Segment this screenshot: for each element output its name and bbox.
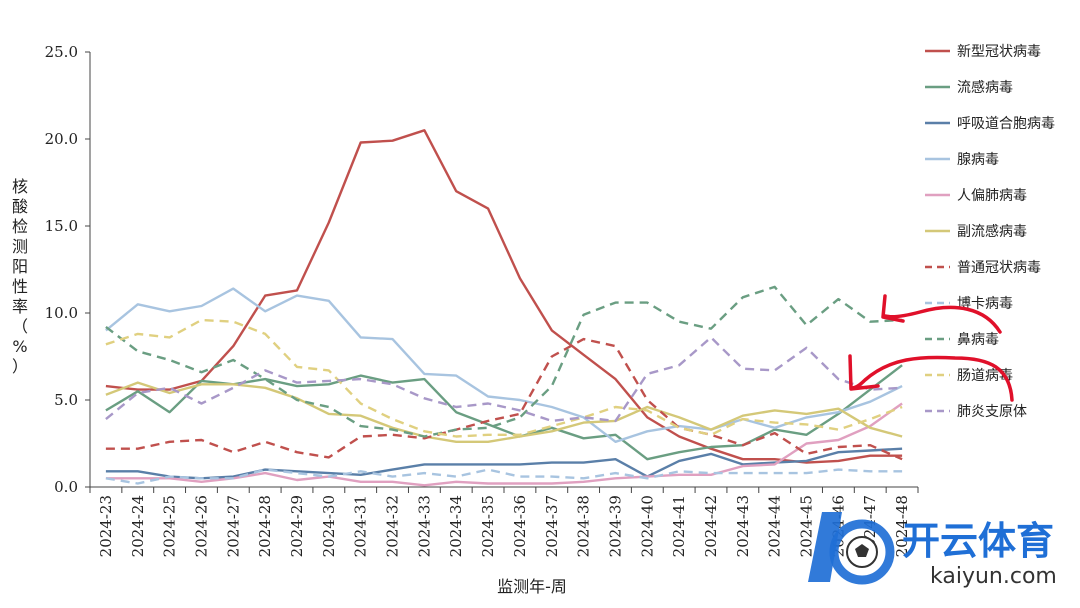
- x-tick-label: 2024-28: [256, 495, 274, 557]
- y-axis-title-char: （: [12, 317, 28, 336]
- x-tick-label: 2024-37: [543, 495, 561, 557]
- x-tick-label: 2024-40: [638, 495, 656, 557]
- x-tick-label: 2024-33: [415, 495, 433, 557]
- y-tick-label: 15.0: [45, 217, 78, 235]
- y-axis-title-char: 核: [12, 177, 28, 196]
- annotation-arrows: [848, 294, 1014, 402]
- series-line: [105, 285, 903, 438]
- watermark-cn-text: 开云体育: [902, 519, 1054, 563]
- legend-label: 副流感病毒: [957, 223, 1027, 240]
- legend-label: 新型冠状病毒: [957, 44, 1041, 60]
- series-line: [105, 318, 903, 438]
- y-axis-title-char: 率: [12, 297, 28, 316]
- x-tick-label: 2024-39: [606, 495, 624, 557]
- x-tick-label: 2024-23: [97, 495, 115, 557]
- x-tick-label: 2024-41: [670, 495, 688, 557]
- x-tick-label: 2024-27: [224, 495, 242, 557]
- y-axis-title-char: 酸: [12, 197, 28, 216]
- x-tick-label: 2024-32: [384, 495, 402, 557]
- annotation-arrow-shaft: [850, 355, 1014, 402]
- x-tick-label: 2024-35: [479, 495, 497, 557]
- x-tick-label: 2024-29: [288, 495, 306, 557]
- y-axis-title-char: 测: [12, 237, 28, 256]
- annotation-arrow-shaft: [883, 305, 1002, 334]
- logo-k-stem-shape: [808, 512, 842, 582]
- legend-label: 鼻病毒: [957, 331, 999, 348]
- legend-label: 人偏肺病毒: [957, 188, 1027, 204]
- legend-label: 肺炎支原体: [957, 404, 1027, 420]
- annotation-arrow-head: [848, 354, 880, 391]
- axes: [85, 51, 919, 493]
- legend-label: 肠道病毒: [957, 368, 1013, 384]
- legend-label: 呼吸道合胞病毒: [957, 116, 1055, 132]
- logo-ring-shape: [829, 519, 895, 585]
- series-line: [105, 364, 903, 461]
- x-tick-label: 2024-24: [129, 495, 147, 557]
- series-line: [105, 447, 903, 480]
- soccer-ball-patch: [855, 544, 869, 557]
- x-tick-label: 2024-25: [161, 495, 179, 557]
- x-axis-title: 监测年-周: [497, 577, 567, 596]
- legend-label: 博卡病毒: [957, 295, 1013, 312]
- series-line: [105, 287, 903, 443]
- y-axis-title-char: ）: [12, 357, 28, 376]
- series-line: [105, 402, 903, 487]
- series-line: [105, 129, 903, 464]
- y-tick-label: 25.0: [45, 43, 78, 61]
- y-tick-labels: 0.0 5.0 10.0 15.0 20.0 25.0: [45, 43, 78, 496]
- x-tick-label: 2024-44: [766, 495, 784, 557]
- series-lines: [105, 129, 903, 487]
- x-tick-label: 2024-30: [320, 495, 338, 557]
- x-tick-label: 2024-38: [575, 495, 593, 557]
- y-axis-title-char: 检: [12, 217, 28, 236]
- x-tick-label: 2024-34: [447, 495, 465, 557]
- legend: 新型冠状病毒流感病毒呼吸道合胞病毒腺病毒人偏肺病毒副流感病毒普通冠状病毒博卡病毒…: [925, 44, 1055, 420]
- x-tick-label: 2024-31: [352, 495, 370, 557]
- legend-label: 普通冠状病毒: [957, 260, 1041, 276]
- y-tick-label: 5.0: [54, 391, 78, 409]
- x-tick-label: 2024-26: [192, 495, 210, 557]
- watermark-en-text: kaiyun.com: [930, 564, 1057, 589]
- y-tick-label: 0.0: [54, 478, 78, 496]
- x-tick-label: 2024-48: [893, 495, 911, 557]
- series-line: [105, 336, 903, 423]
- legend-label: 流感病毒: [957, 79, 1013, 96]
- series-line: [105, 337, 903, 461]
- annotation-arrow-head: [881, 294, 905, 323]
- y-tick-label: 10.0: [45, 304, 78, 322]
- x-tick-labels: 2024-23 2024-24 2024-25 2024-26 2024-27 2024-…: [97, 495, 911, 557]
- y-axis-title-char: 性: [12, 277, 28, 296]
- x-tick-label: 2024-43: [734, 495, 752, 557]
- x-tick-label: 2024-45: [798, 495, 816, 557]
- legend-label: 腺病毒: [957, 152, 999, 168]
- x-tick-label: 2024-36: [511, 495, 529, 557]
- y-tick-label: 20.0: [45, 130, 78, 148]
- y-axis-title-char: %: [12, 337, 27, 356]
- x-tick-label: 2024-42: [702, 495, 720, 557]
- y-axis-title-char: 阳: [12, 257, 28, 276]
